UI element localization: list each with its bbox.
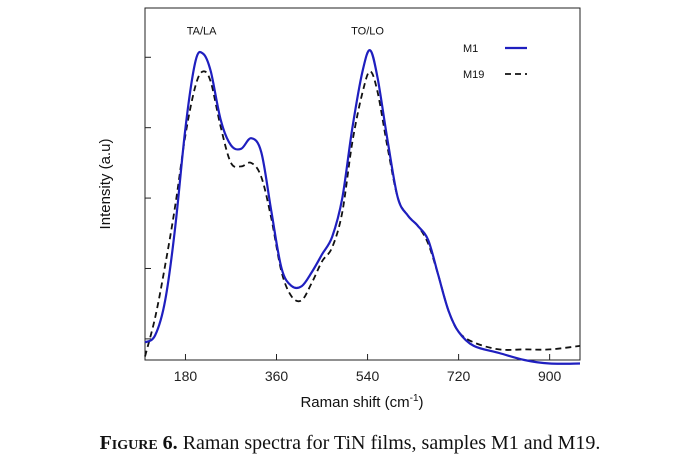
legend-label-m1: M1 <box>463 43 478 55</box>
x-ticks: 180 360 540 720 900 <box>174 354 562 384</box>
plot-frame <box>144 7 581 361</box>
figure-caption-label: Figure 6. <box>99 432 178 454</box>
raman-chart: 180 360 540 720 900 TA/LA TO/LO M1 M19 Intensi… <box>97 7 581 411</box>
x-tick-label: 900 <box>538 368 562 384</box>
figure-caption: Figure 6. Raman spectra for TiN films, s… <box>0 432 700 455</box>
x-axis-title-main: Raman shift (cm <box>300 394 409 411</box>
y-ticks <box>145 56 151 340</box>
x-axis-title-sup: -1 <box>410 393 419 404</box>
y-axis-title: Intensity (a.u) <box>97 139 114 230</box>
x-tick-label: 720 <box>447 368 471 384</box>
figure-caption-text: Raman spectra for TiN films, samples M1 … <box>177 432 601 454</box>
x-tick-label: 540 <box>356 368 380 384</box>
peak-annotation: TO/LO <box>351 25 384 37</box>
series-line-m19 <box>144 70 581 357</box>
legend: M1 M19 <box>463 43 527 81</box>
x-axis-title: Raman shift (cm-1) <box>300 393 423 411</box>
series-line-m1 <box>144 49 581 365</box>
peak-annotation: TA/LA <box>187 25 217 37</box>
legend-label-m19: M19 <box>463 69 484 81</box>
x-axis-title-end: ) <box>419 394 424 411</box>
annotations: TA/LA TO/LO <box>187 25 385 37</box>
x-tick-label: 360 <box>265 368 289 384</box>
series-layer <box>144 49 581 365</box>
x-tick-label: 180 <box>174 368 198 384</box>
